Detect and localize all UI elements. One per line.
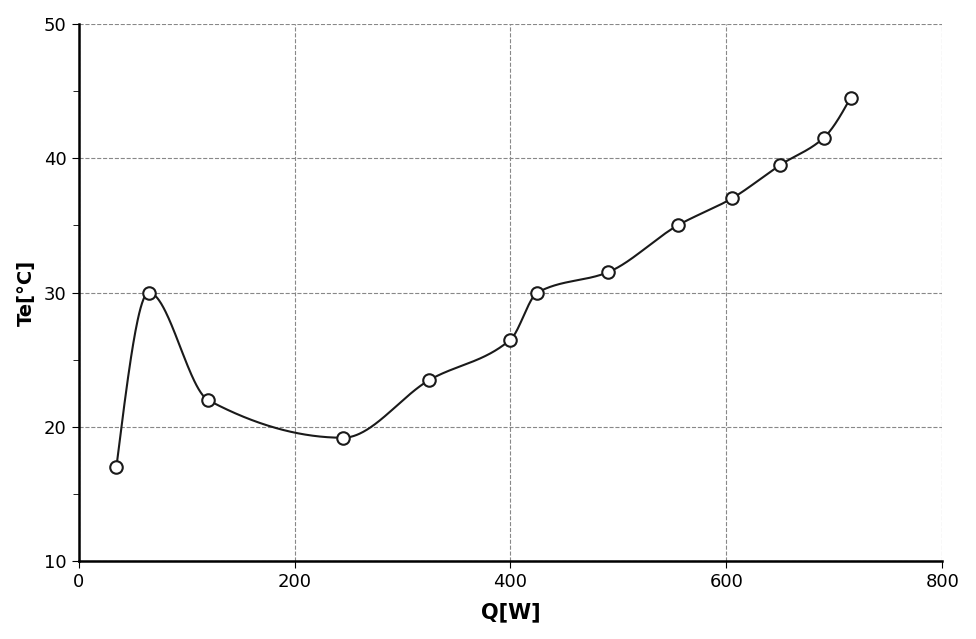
Y-axis label: Te[°C]: Te[°C] [17,259,36,326]
X-axis label: Q[W]: Q[W] [480,603,541,622]
